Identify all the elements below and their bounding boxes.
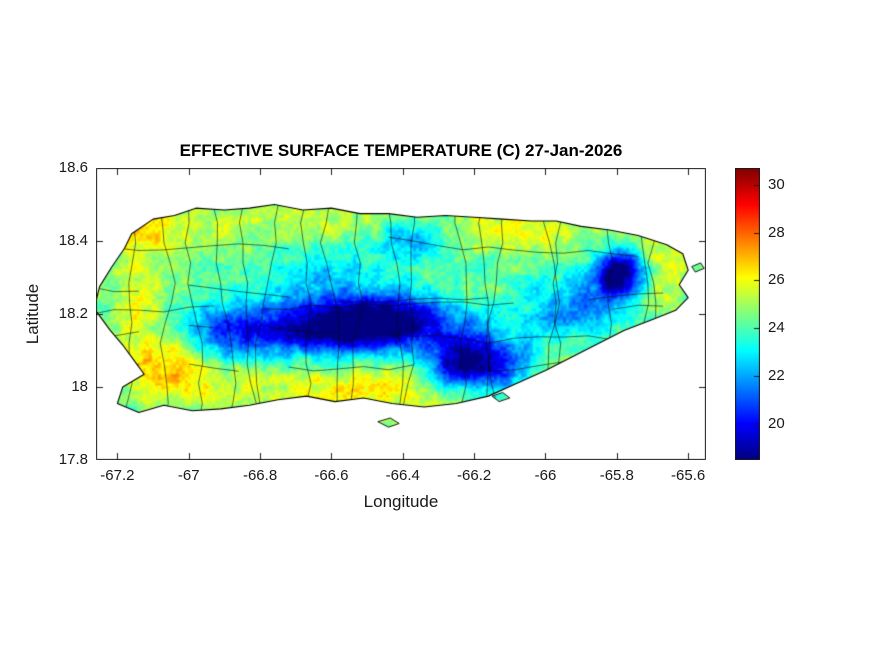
x-tick-label: -66.2 <box>457 467 492 484</box>
x-tick-label: -66 <box>534 467 557 484</box>
colorbar-tick-label: 28 <box>768 223 785 241</box>
x-tick-label: -65.6 <box>671 467 706 484</box>
temperature-map-canvas <box>96 168 706 460</box>
y-tick-label: 17.8 <box>58 451 88 468</box>
colorbar-tick-label: 30 <box>768 175 785 193</box>
x-tick-label: -67 <box>177 467 200 484</box>
x-tick-label: -66.4 <box>385 467 420 484</box>
y-tick-label: 18.4 <box>58 232 88 249</box>
colorbar-tick-label: 20 <box>768 415 785 433</box>
x-tick-label: -65.8 <box>599 467 634 484</box>
y-tick-label: 18.6 <box>58 159 88 176</box>
x-tick-label: -66.8 <box>242 467 278 484</box>
chart-title: EFFECTIVE SURFACE TEMPERATURE (C) 27-Jan… <box>179 141 623 160</box>
colorbar-tick-label: 24 <box>768 319 785 337</box>
x-tick-label: -67.2 <box>100 467 135 484</box>
colorbar-tick-label: 26 <box>768 271 785 289</box>
y-tick-label: 18 <box>71 378 88 395</box>
y-tick-label: 18.2 <box>58 305 88 322</box>
colorbar-gradient <box>735 168 760 460</box>
x-axis-label: Longitude <box>363 492 439 511</box>
x-tick-label: -66.6 <box>314 467 349 484</box>
colorbar-tick-label: 22 <box>768 367 785 385</box>
